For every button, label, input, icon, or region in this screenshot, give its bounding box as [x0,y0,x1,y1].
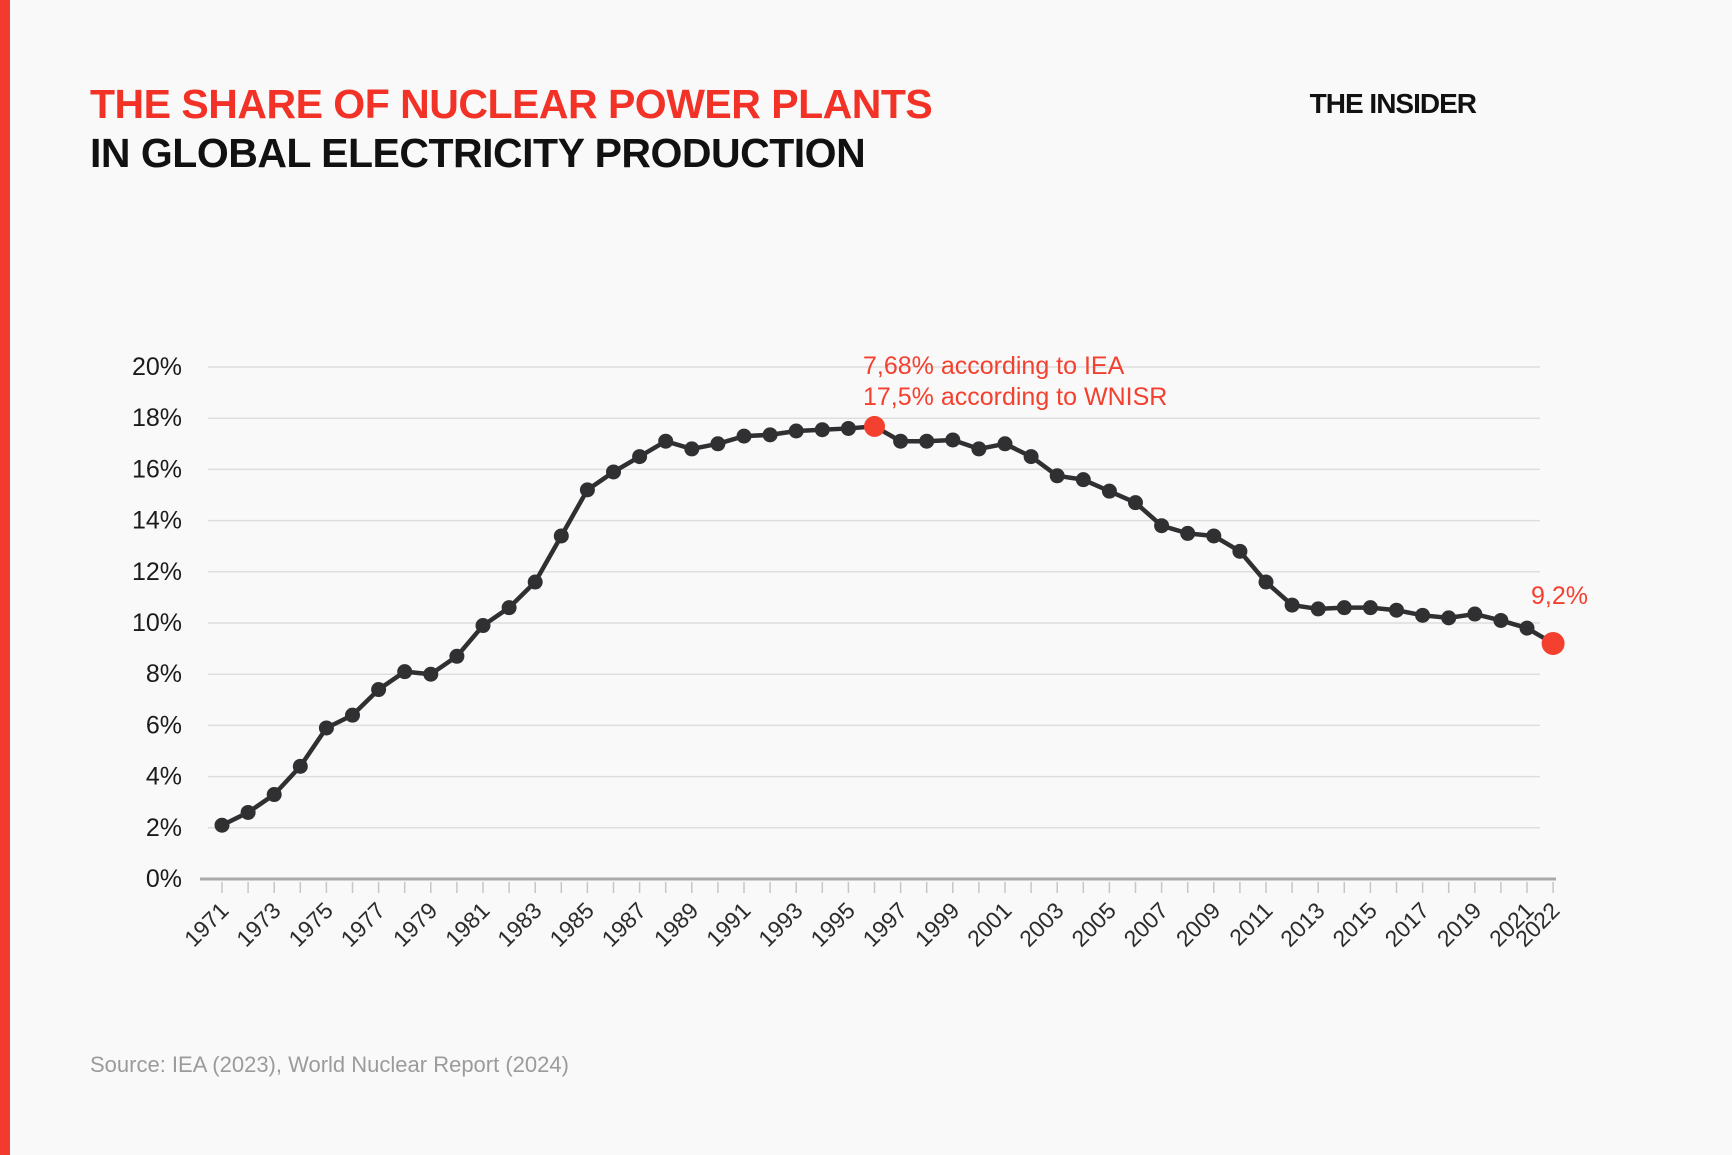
data-point-2016 [1389,602,1404,618]
x-axis-label-1977: 1977 [336,897,391,952]
x-axis-label-1997: 1997 [858,897,913,952]
data-point-2007 [1154,518,1170,534]
highlight-point-2022 [1541,631,1565,655]
y-axis-label-0: 0% [146,865,182,893]
data-point-2001 [997,436,1013,452]
data-point-1979 [423,666,439,682]
data-point-2020 [1493,612,1509,628]
data-point-2009 [1206,528,1222,544]
data-point-2017 [1415,607,1431,623]
data-point-1984 [553,528,569,544]
data-point-1978 [397,664,413,680]
data-point-2021 [1519,620,1535,636]
x-axis-label-1995: 1995 [805,897,860,952]
last-value-annotation: 9,2% [1531,582,1588,610]
data-point-2008 [1180,525,1196,541]
y-axis-label-14: 14% [132,507,182,535]
data-point-1999 [945,432,961,448]
data-point-1980 [449,648,465,664]
data-point-1993 [788,423,804,439]
data-point-2015 [1362,600,1378,616]
accent-bar [0,0,10,1155]
x-axis-label-2009: 2009 [1171,897,1226,952]
data-point-2013 [1310,601,1326,617]
data-point-1998 [919,433,935,449]
page-title-line1: THE SHARE OF NUCLEAR POWER PLANTS [90,81,933,127]
highlight-point-1996 [864,415,885,437]
y-axis-label-8: 8% [146,660,182,688]
x-axis-label-1985: 1985 [544,897,599,952]
data-point-1990 [710,436,726,452]
data-point-2010 [1232,543,1248,559]
data-point-2003 [1049,468,1065,484]
series-line [219,424,1556,828]
data-point-2000 [971,441,987,457]
y-axis-label-12: 12% [132,558,182,586]
data-point-2019 [1467,606,1483,622]
x-axis-label-2019: 2019 [1432,897,1487,952]
y-axis-label-16: 16% [132,455,182,483]
peak-annotation-line2: 17,5% according to WNISR [863,383,1167,411]
data-point-2005 [1101,483,1117,499]
data-point-2002 [1023,449,1039,465]
y-axis-label-4: 4% [146,763,182,791]
x-axis-label-1975: 1975 [283,897,338,952]
data-point-1971 [214,817,230,833]
data-point-2012 [1284,597,1300,613]
y-axis-label-18: 18% [132,404,182,432]
x-axis-label-1993: 1993 [753,897,808,952]
data-point-1982 [501,600,517,616]
x-axis-label-2003: 2003 [1014,897,1069,952]
data-point-2004 [1075,472,1091,488]
x-axis-label-2001: 2001 [962,897,1017,952]
data-point-1973 [266,787,282,803]
peak-annotation-line1: 7,68% according to IEA [863,352,1125,380]
data-point-1985 [579,482,595,498]
y-axis-label-10: 10% [132,609,182,637]
data-point-2011 [1258,574,1274,590]
x-axis-label-2013: 2013 [1275,897,1330,952]
x-axis-label-2007: 2007 [1119,897,1174,952]
data-point-1976 [345,707,360,723]
x-axis-label-1989: 1989 [649,897,704,952]
data-point-1994 [814,422,830,438]
x-axis-label-2015: 2015 [1327,897,1382,952]
x-axis-label-1979: 1979 [388,897,443,952]
x-axis-label-1973: 1973 [231,897,286,952]
x-axis-label-1991: 1991 [701,897,756,952]
data-point-2006 [1128,495,1143,511]
x-axis-label-2017: 2017 [1380,897,1435,952]
data-point-1987 [632,449,648,465]
x-axis-label-2005: 2005 [1066,897,1121,952]
data-point-1989 [684,441,700,457]
page-title-line2: IN GLOBAL ELECTRICITY PRODUCTION [90,130,866,177]
x-axis-label-1999: 1999 [910,897,965,952]
y-axis-label-2: 2% [146,814,182,842]
data-point-1986 [606,464,621,480]
x-axis-label-2011: 2011 [1224,897,1277,950]
data-point-1975 [318,720,334,736]
data-point-1981 [475,618,491,634]
data-point-1983 [527,574,543,590]
x-axis-label-1983: 1983 [492,897,547,952]
data-point-1992 [762,427,778,443]
x-axis-label-1987: 1987 [597,897,652,952]
source-note: Source: IEA (2023), World Nuclear Report… [90,1052,569,1077]
page-title: THE SHARE OF NUCLEAR POWER PLANTS IN GLO… [90,80,933,178]
y-axis-label-6: 6% [146,711,182,739]
the-insider-logo: THE INSIDER [1309,88,1477,119]
data-point-1972 [240,804,256,820]
data-point-1991 [736,428,752,444]
x-axis-label-1981: 1981 [440,897,495,952]
y-axis-label-20: 20% [132,353,182,381]
data-point-2014 [1336,600,1352,616]
x-axis-label-1971: 1971 [179,897,234,952]
data-point-1974 [292,758,308,774]
data-point-1977 [371,682,387,698]
data-point-2018 [1441,610,1457,626]
data-point-1997 [893,433,909,449]
data-point-1988 [658,433,674,449]
data-point-1995 [840,420,856,436]
